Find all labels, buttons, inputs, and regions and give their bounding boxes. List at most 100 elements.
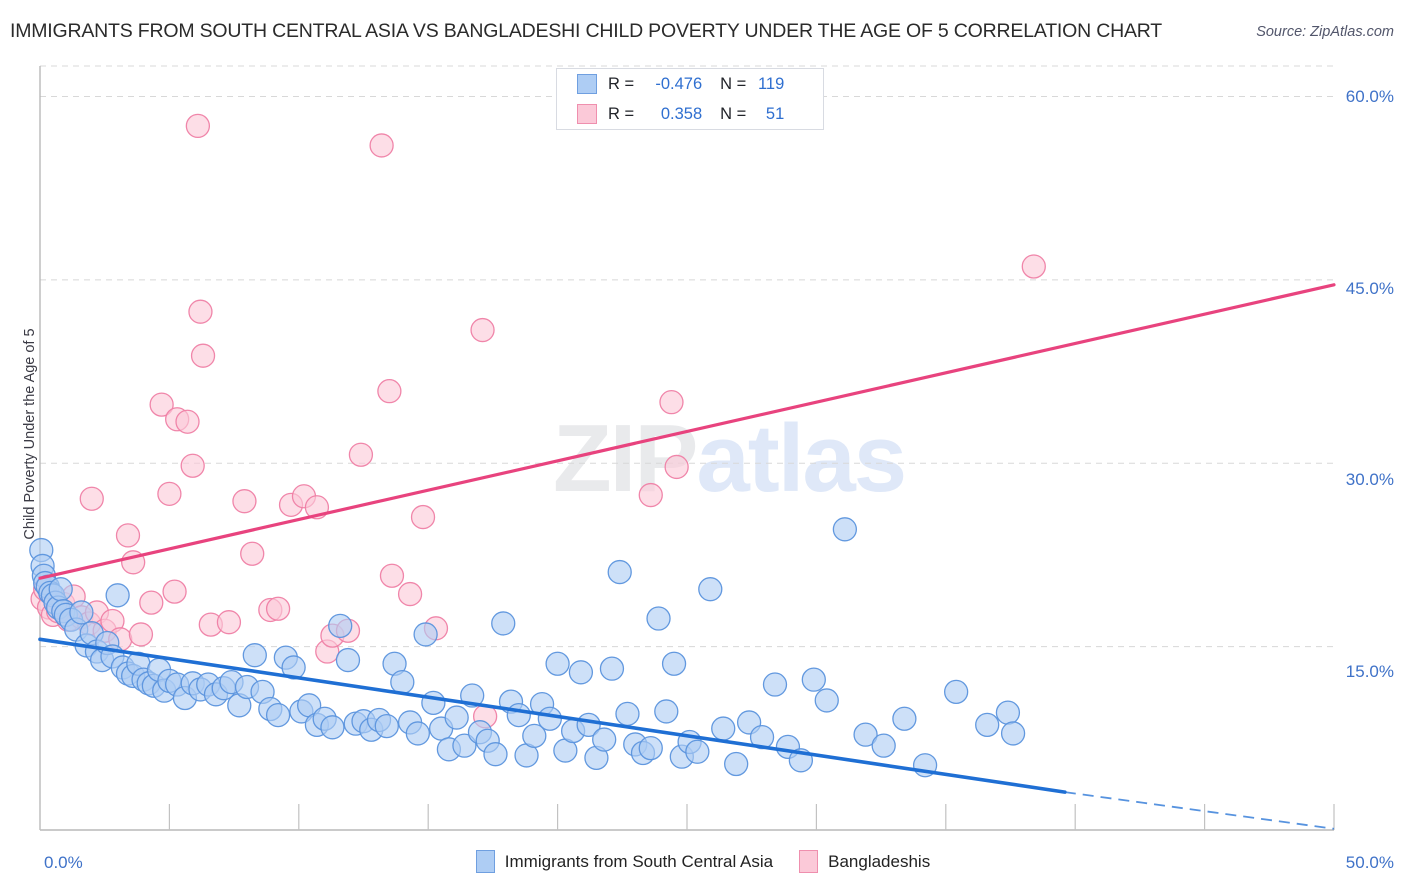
data-point bbox=[801, 667, 826, 692]
scatter-series-bangladeshis bbox=[30, 113, 1046, 729]
data-point bbox=[190, 343, 216, 368]
data-point bbox=[242, 643, 267, 668]
data-point bbox=[444, 705, 469, 730]
data-point bbox=[814, 688, 839, 713]
data-point bbox=[265, 596, 291, 621]
series-swatch-blue bbox=[475, 850, 495, 873]
series-label-bangladeshis: Bangladeshis bbox=[828, 851, 931, 871]
data-point bbox=[69, 600, 94, 625]
n-value-blue: 119 bbox=[757, 74, 785, 93]
n-value-pink: 51 bbox=[765, 104, 785, 123]
data-point bbox=[545, 651, 570, 676]
data-point bbox=[599, 656, 625, 681]
legend-swatch-pink bbox=[577, 104, 597, 124]
data-point bbox=[975, 712, 1000, 738]
x-tick-max: 50.0% bbox=[1345, 853, 1394, 872]
data-point bbox=[328, 613, 353, 639]
data-point bbox=[320, 715, 345, 740]
series-legend-item-bangladeshis[interactable]: Bangladeshis bbox=[799, 850, 930, 873]
data-point bbox=[79, 486, 104, 511]
data-point bbox=[410, 504, 436, 530]
series-swatch-pink bbox=[799, 850, 819, 873]
data-point bbox=[216, 610, 242, 635]
trendline-immigrants bbox=[38, 637, 1067, 794]
page-title: IMMIGRANTS FROM SOUTH CENTRAL ASIA VS BA… bbox=[10, 20, 1163, 42]
data-point bbox=[149, 392, 174, 417]
data-point bbox=[265, 702, 291, 728]
correlation-row-pink: R = 0.358 N = 51 bbox=[557, 99, 823, 129]
data-point bbox=[390, 669, 415, 695]
y-tick-45: 45.0% bbox=[1345, 279, 1394, 298]
correlation-legend: R = -0.476 N = 119 R = 0.358 N = 51 bbox=[556, 68, 824, 130]
data-point bbox=[654, 699, 679, 724]
series-legend-item-immigrants[interactable]: Immigrants from South Central Asia bbox=[475, 850, 774, 873]
data-point bbox=[615, 701, 640, 727]
data-point bbox=[232, 489, 257, 514]
data-point bbox=[568, 660, 594, 685]
data-point bbox=[162, 579, 187, 604]
data-point bbox=[944, 679, 969, 705]
data-point bbox=[369, 133, 394, 158]
legend-swatch-blue bbox=[577, 74, 597, 94]
y-tick-30: 30.0% bbox=[1345, 470, 1394, 489]
data-point bbox=[421, 690, 446, 716]
y-tick-60: 60.0% bbox=[1345, 87, 1394, 106]
data-point bbox=[638, 482, 663, 508]
data-point bbox=[379, 563, 405, 588]
data-point bbox=[470, 317, 495, 343]
data-point bbox=[1000, 721, 1026, 746]
data-point bbox=[892, 706, 917, 731]
trendline-bangladeshis bbox=[38, 283, 1336, 580]
data-point bbox=[646, 606, 671, 631]
data-point bbox=[853, 722, 878, 747]
r-value-blue: -0.476 bbox=[655, 74, 703, 93]
data-point bbox=[506, 702, 531, 728]
correlation-row-blue: R = -0.476 N = 119 bbox=[557, 69, 823, 99]
data-point bbox=[188, 299, 213, 324]
data-point bbox=[871, 733, 896, 758]
r-label-blue: R = bbox=[608, 74, 635, 93]
data-point bbox=[48, 577, 73, 602]
data-point bbox=[335, 647, 361, 673]
y-tick-15: 15.0% bbox=[1345, 662, 1394, 681]
n-label-pink: N = bbox=[720, 104, 747, 123]
data-point bbox=[397, 581, 423, 607]
data-point bbox=[128, 622, 154, 647]
data-point bbox=[698, 577, 723, 602]
r-value-pink: 0.358 bbox=[660, 104, 703, 123]
source-attribution: Source: ZipAtlas.com bbox=[1256, 24, 1394, 40]
data-point bbox=[661, 651, 687, 676]
data-point bbox=[180, 453, 205, 478]
data-point bbox=[348, 442, 374, 467]
data-point bbox=[685, 739, 710, 764]
data-point bbox=[157, 481, 182, 506]
data-point bbox=[405, 721, 430, 746]
data-point bbox=[995, 700, 1021, 725]
data-point bbox=[185, 113, 211, 139]
series-label-immigrants: Immigrants from South Central Asia bbox=[504, 851, 774, 871]
x-tick-min: 0.0% bbox=[44, 853, 83, 872]
data-point bbox=[105, 583, 130, 608]
r-label-pink: R = bbox=[608, 104, 635, 123]
data-point bbox=[664, 454, 689, 480]
data-point bbox=[175, 409, 200, 434]
data-point bbox=[483, 742, 508, 767]
data-point bbox=[377, 379, 402, 404]
data-point bbox=[659, 390, 684, 415]
data-point bbox=[240, 541, 265, 566]
data-point bbox=[522, 723, 547, 749]
data-point bbox=[762, 672, 788, 697]
trendline-immigrants-extrapolated bbox=[1064, 791, 1335, 830]
data-point bbox=[724, 751, 749, 777]
data-point bbox=[638, 735, 663, 761]
data-point bbox=[115, 523, 141, 548]
data-point bbox=[592, 727, 617, 752]
series-legend: Immigrants from South Central Asia Bangl… bbox=[0, 850, 1406, 873]
data-point bbox=[452, 733, 477, 758]
n-label-blue: N = bbox=[720, 74, 747, 93]
data-point bbox=[607, 559, 632, 585]
scatter-series-immigrants bbox=[29, 517, 1026, 778]
data-point bbox=[139, 590, 164, 615]
